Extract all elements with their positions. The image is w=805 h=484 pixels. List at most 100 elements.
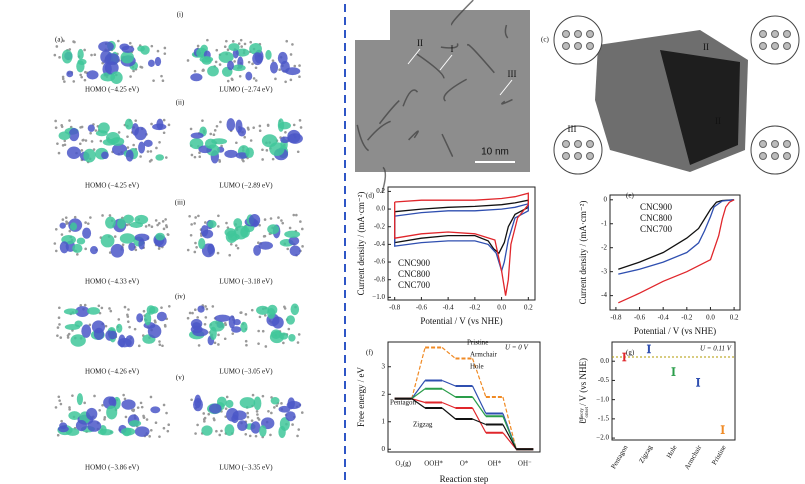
orbital-lobe bbox=[228, 43, 240, 52]
orbital-lobe bbox=[75, 306, 90, 318]
atom bbox=[265, 149, 269, 152]
tem-fringe bbox=[501, 98, 513, 105]
atom bbox=[165, 411, 168, 415]
atom bbox=[154, 219, 158, 222]
orbital-lobe bbox=[82, 227, 92, 239]
orbital-lobe bbox=[129, 221, 144, 228]
series-line bbox=[394, 202, 529, 274]
atom bbox=[195, 246, 198, 249]
atom bbox=[124, 415, 128, 419]
atom bbox=[216, 251, 220, 255]
orbital-lobe bbox=[199, 56, 214, 63]
orbital-lobe bbox=[204, 138, 217, 149]
orbital-lobe bbox=[269, 142, 285, 156]
atom bbox=[59, 402, 63, 406]
tem-corner bbox=[355, 10, 390, 40]
atom bbox=[197, 344, 201, 347]
atom bbox=[196, 44, 200, 48]
atom bbox=[252, 77, 256, 80]
orbital-lobe bbox=[249, 43, 262, 55]
atom bbox=[254, 66, 258, 70]
orbital-lobe bbox=[121, 427, 136, 436]
orbital-lobe bbox=[98, 122, 110, 134]
atom bbox=[274, 77, 277, 81]
orbital-lobe bbox=[68, 411, 81, 420]
legend-entry: CNC900 bbox=[398, 258, 431, 268]
orbital-lobe bbox=[232, 64, 246, 72]
atom bbox=[166, 429, 170, 433]
x-tick-label: 0.0 bbox=[706, 314, 715, 322]
orbital-lobe bbox=[134, 233, 150, 242]
orbital-lobe bbox=[125, 149, 134, 162]
atom bbox=[243, 135, 246, 139]
atom bbox=[204, 305, 207, 308]
atom bbox=[79, 73, 82, 77]
atom bbox=[213, 341, 217, 345]
tem-fringe bbox=[440, 43, 459, 49]
zoom-atom bbox=[759, 140, 767, 148]
orbital-lobe bbox=[209, 403, 222, 414]
atom bbox=[167, 423, 171, 427]
atom bbox=[157, 247, 161, 250]
annotation: U = 0.11 V bbox=[700, 345, 732, 353]
atom bbox=[297, 333, 301, 336]
atom bbox=[190, 223, 193, 226]
atom bbox=[161, 220, 165, 223]
orbital-lobe bbox=[155, 154, 165, 161]
y-tick-label: −1.0 bbox=[372, 293, 385, 301]
orbital-label: HOMO (−4.26 eV) bbox=[85, 368, 140, 376]
atom bbox=[271, 59, 275, 62]
atom bbox=[273, 406, 276, 409]
orbital-lobe bbox=[116, 323, 123, 333]
atom bbox=[254, 434, 258, 438]
atom bbox=[161, 344, 164, 348]
atom bbox=[191, 311, 194, 315]
atom bbox=[301, 227, 304, 231]
orbital-lobe bbox=[87, 420, 102, 432]
energy-connector bbox=[471, 407, 487, 434]
plot-frame bbox=[387, 186, 536, 301]
atom bbox=[57, 151, 61, 155]
atom bbox=[167, 123, 171, 127]
legend-entry: Armchair bbox=[470, 351, 497, 359]
energy-connector bbox=[441, 347, 456, 359]
orbital-lobe bbox=[106, 405, 118, 420]
energy-connector bbox=[411, 398, 426, 404]
atom bbox=[295, 213, 298, 217]
energy-connector bbox=[441, 379, 456, 387]
panel-label: (d) bbox=[366, 192, 375, 200]
orbital-lobe bbox=[121, 399, 136, 410]
atom bbox=[61, 144, 65, 147]
x-tick-label: -0.2 bbox=[469, 304, 481, 312]
zoom-circle bbox=[750, 15, 800, 65]
y-tick-label: -0.8 bbox=[374, 275, 386, 283]
atom bbox=[62, 39, 65, 43]
orbital-lobe bbox=[193, 398, 203, 412]
atom bbox=[100, 306, 104, 310]
atom bbox=[300, 411, 304, 414]
orbital-lobe bbox=[98, 41, 114, 52]
energy-connector bbox=[411, 388, 426, 400]
orbital-lobe bbox=[279, 332, 289, 340]
atom bbox=[233, 60, 236, 63]
atom bbox=[108, 307, 111, 310]
orbital-lobe bbox=[256, 305, 270, 315]
atom bbox=[231, 332, 235, 335]
orbital-lobe bbox=[190, 325, 203, 334]
energy-connector bbox=[411, 398, 426, 409]
atom bbox=[66, 336, 70, 339]
atom bbox=[193, 222, 196, 225]
atom bbox=[281, 221, 285, 225]
zoom-circle bbox=[750, 125, 800, 175]
zoom-atom bbox=[586, 42, 594, 50]
atom bbox=[194, 241, 197, 245]
orbital-lobe bbox=[270, 329, 282, 339]
orbital-lobe bbox=[69, 222, 78, 231]
atom bbox=[186, 59, 190, 62]
plot-frame bbox=[387, 341, 541, 453]
orbital-lobe bbox=[209, 326, 217, 341]
atom bbox=[293, 64, 297, 68]
carbon-cage-face bbox=[660, 50, 740, 165]
atom bbox=[291, 423, 294, 426]
